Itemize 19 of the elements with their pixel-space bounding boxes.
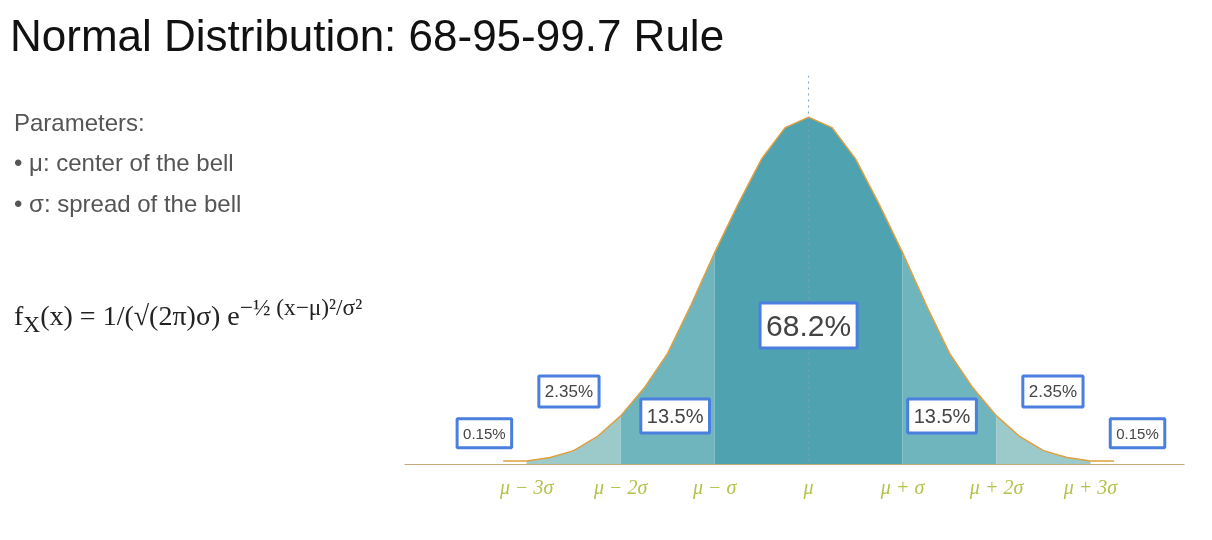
x-tick-label: μ − σ — [691, 475, 738, 499]
text: f$_{X}$(x) = 1/(√(2π)σ) e$^{−½ (x−μ)²/σ²}$ — [14, 292, 363, 339]
annotation: 0.15% — [1116, 424, 1159, 442]
annotation: 68.2% — [766, 309, 852, 343]
x-tick-label: μ + 3σ — [1062, 475, 1119, 499]
annotation: 13.5% — [646, 404, 704, 427]
annotation: 2.35% — [544, 382, 594, 402]
chart-title: Normal Distribution: 68-95-99.7 Rule — [10, 10, 725, 62]
x-tick-label: μ — [802, 475, 814, 499]
text: • σ: spread of the bell — [14, 188, 243, 219]
x-tick-label: μ + σ — [879, 475, 926, 499]
annotation: 2.35% — [1028, 382, 1078, 402]
text: • μ: center of the bell — [14, 148, 235, 179]
annotation: 0.15% — [463, 424, 506, 442]
x-tick-label: μ + 2σ — [968, 475, 1025, 499]
text: Parameters: — [14, 108, 146, 138]
x-tick-label: μ − 3σ — [498, 475, 555, 499]
x-tick-label: μ − 2σ — [592, 475, 649, 499]
annotation: 13.5% — [913, 404, 971, 427]
